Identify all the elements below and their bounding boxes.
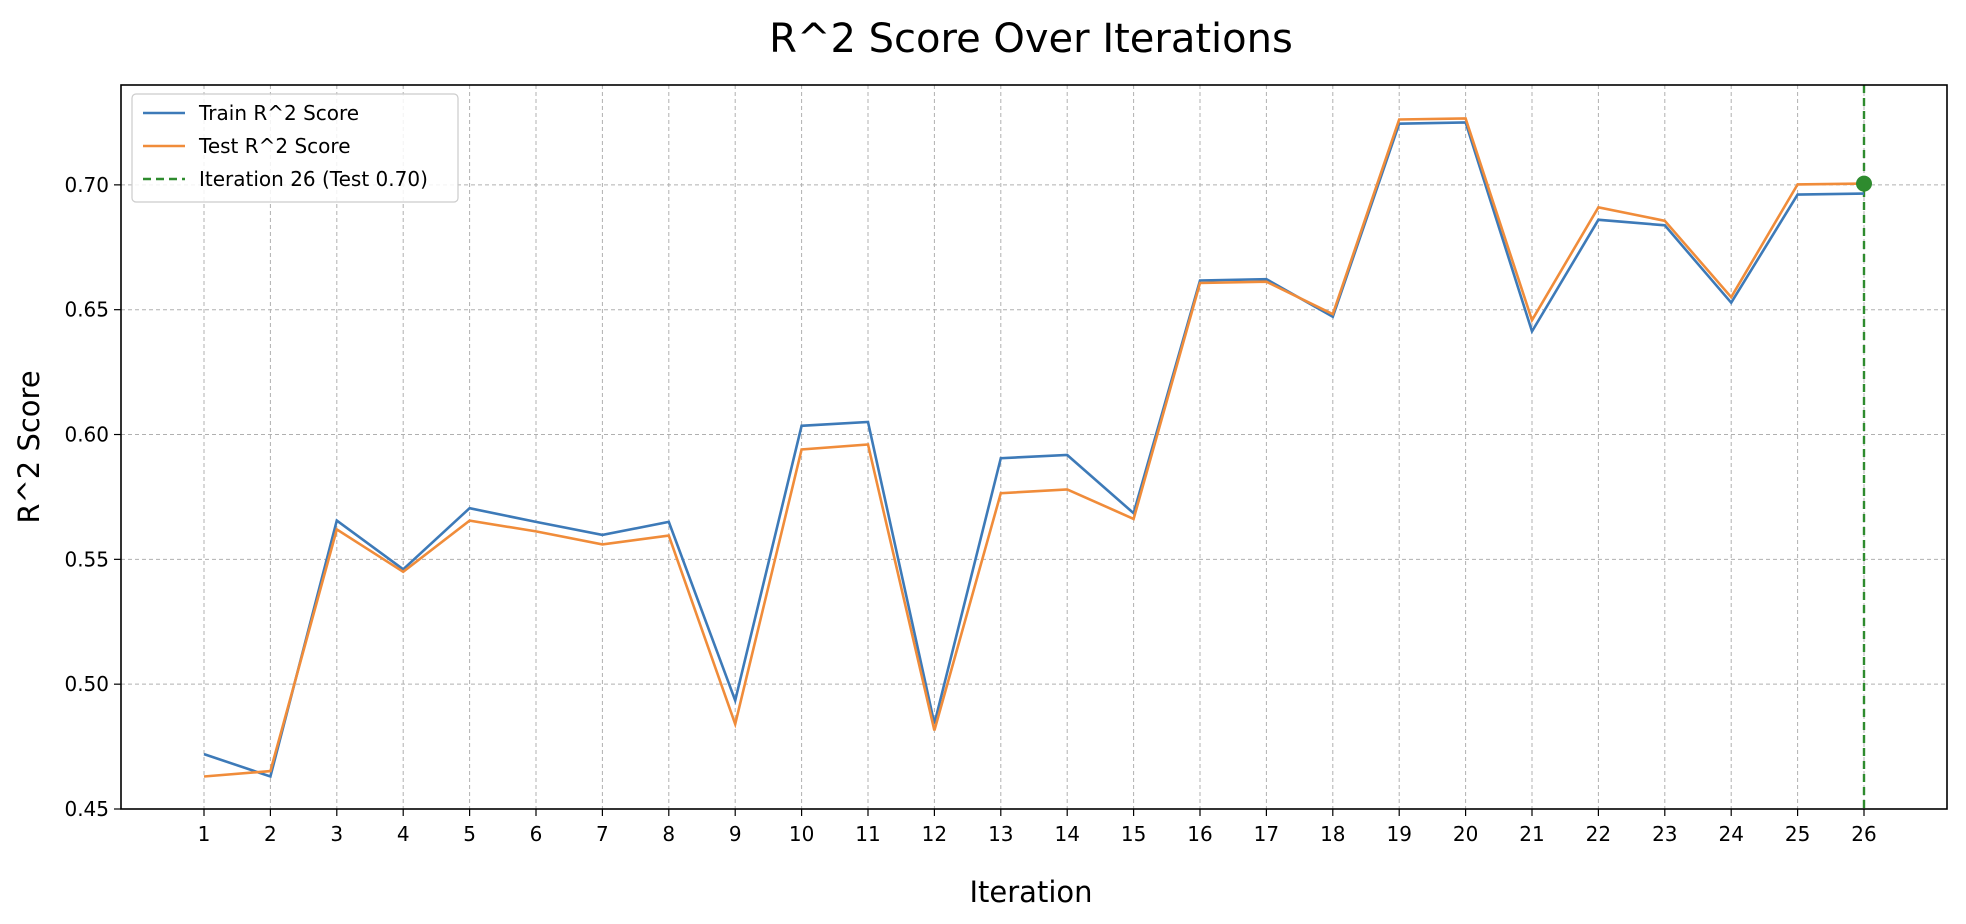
legend: Train R^2 Score Test R^2 Score Iteration…	[131, 93, 459, 203]
y-tick-label: 0.70	[64, 173, 109, 197]
x-tick-label: 22	[1586, 822, 1611, 846]
iteration-marker-point	[1856, 175, 1872, 192]
plot-frame	[120, 84, 1948, 810]
x-tick-label: 13	[988, 822, 1013, 846]
test-r2-line	[203, 117, 1865, 778]
x-tick-label: 5	[463, 822, 476, 846]
legend-label-test: Test R^2 Score	[198, 134, 351, 158]
legend-box	[131, 93, 459, 203]
x-tick-label: 19	[1386, 822, 1411, 846]
y-tick-label: 0.45	[64, 797, 109, 821]
x-tick-label: 11	[855, 822, 880, 846]
marker-point-layer	[1856, 175, 1872, 192]
y-tick-label: 0.50	[64, 672, 109, 696]
x-tick-label: 17	[1254, 822, 1279, 846]
chart-title: R^2 Score Over Iterations	[769, 16, 1293, 62]
x-tick-label: 2	[264, 822, 277, 846]
x-tick-label: 6	[530, 822, 543, 846]
x-tick-label: 9	[729, 822, 742, 846]
x-axis-label: Iteration	[969, 875, 1092, 909]
x-tick-label: 4	[397, 822, 410, 846]
x-tick-label: 7	[596, 822, 609, 846]
x-tick-label: 1	[198, 822, 211, 846]
x-tick-label: 3	[330, 822, 343, 846]
x-tick-label: 26	[1851, 822, 1876, 846]
legend-label-marker: Iteration 26 (Test 0.70)	[199, 167, 428, 191]
x-tick-label: 24	[1718, 822, 1743, 846]
train-r2-line	[203, 121, 1865, 779]
x-tick-label: 10	[789, 822, 814, 846]
x-tick-label: 12	[922, 822, 947, 846]
y-axis-label: R^2 Score	[12, 370, 46, 523]
x-tick-label: 14	[1054, 822, 1079, 846]
y-axis-ticks: 0.45 0.50 0.55 0.60 0.65 0.70	[64, 173, 121, 821]
x-axis-ticks: 1 2 3 4 5 6 7 8 9 10 11 12 13 14 15 16 17 18 19 20 21 22 23 24 2…	[198, 809, 1877, 846]
y-tick-label: 0.55	[64, 547, 109, 571]
x-tick-label: 23	[1652, 822, 1677, 846]
legend-label-train: Train R^2 Score	[198, 101, 359, 125]
grid	[121, 85, 1947, 810]
x-tick-label: 15	[1121, 822, 1146, 846]
x-tick-label: 25	[1785, 822, 1810, 846]
x-tick-label: 16	[1187, 822, 1212, 846]
y-tick-label: 0.60	[64, 423, 109, 447]
x-tick-label: 8	[662, 822, 675, 846]
x-tick-label: 18	[1320, 822, 1345, 846]
x-tick-label: 20	[1453, 822, 1478, 846]
y-tick-label: 0.65	[64, 298, 109, 322]
series-layer	[203, 117, 1865, 779]
x-tick-label: 21	[1519, 822, 1544, 846]
